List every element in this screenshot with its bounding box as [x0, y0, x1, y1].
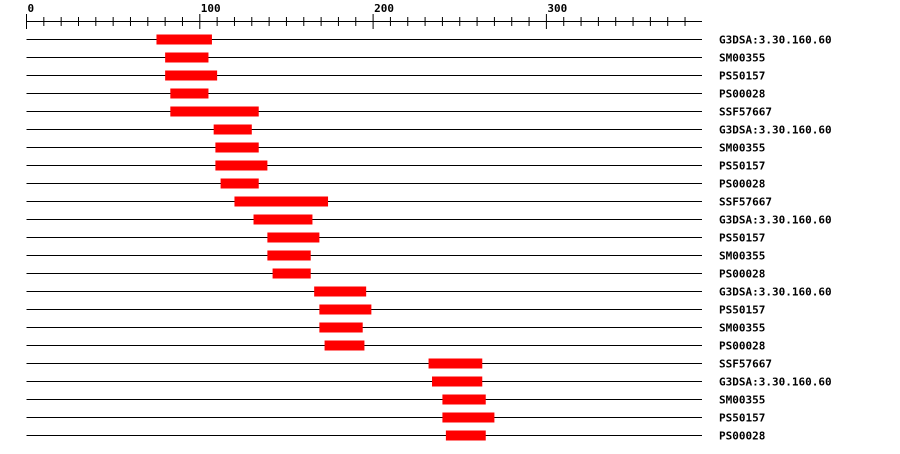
track-label: SM00355	[719, 322, 765, 335]
track-label: PS00028	[719, 88, 765, 101]
domain-bar	[267, 250, 311, 261]
track-label: SM00355	[719, 394, 765, 407]
domain-bar	[442, 394, 486, 405]
domain-bar	[314, 286, 367, 297]
domain-bar	[156, 34, 212, 45]
tick-label: 300	[547, 2, 567, 15]
domain-bar	[267, 232, 320, 243]
domain-bar	[165, 70, 218, 81]
domain-bar	[324, 340, 365, 351]
domain-bar	[272, 268, 311, 279]
track-label: SM00355	[719, 52, 765, 65]
track-label: PS50157	[719, 412, 765, 425]
domain-bar	[213, 124, 252, 135]
track-label: PS50157	[719, 232, 765, 245]
track-label: PS00028	[719, 178, 765, 191]
track-label: PS50157	[719, 304, 765, 317]
track-label: PS00028	[719, 430, 765, 443]
track-label: G3DSA:3.30.160.60	[719, 376, 832, 389]
track-label: SM00355	[719, 250, 765, 263]
track-label: PS50157	[719, 70, 765, 83]
track-label: G3DSA:3.30.160.60	[719, 286, 832, 299]
track-label: G3DSA:3.30.160.60	[719, 124, 832, 137]
domain-bar	[234, 196, 329, 207]
domain-bar	[215, 142, 259, 153]
domain-bar	[319, 322, 363, 333]
tick-label: 0	[28, 2, 35, 15]
track-label: PS00028	[719, 268, 765, 281]
domain-bar	[428, 358, 483, 369]
domain-bar	[319, 304, 372, 315]
track-label: PS00028	[719, 340, 765, 353]
track-label: G3DSA:3.30.160.60	[719, 34, 832, 47]
domain-bar	[432, 376, 483, 387]
track-label: SSF57667	[719, 196, 772, 209]
track-label: SM00355	[719, 142, 765, 155]
domain-bar	[165, 52, 209, 63]
track-label: PS50157	[719, 160, 765, 173]
domain-bar	[253, 214, 313, 225]
domain-bar	[442, 412, 495, 423]
track-label: SSF57667	[719, 358, 772, 371]
tick-label: 100	[201, 2, 221, 15]
track-label: G3DSA:3.30.160.60	[719, 214, 832, 227]
domain-bar	[445, 430, 486, 441]
tick-label: 200	[374, 2, 394, 15]
domain-bar	[170, 88, 209, 99]
domain-bar	[215, 160, 268, 171]
domain-bar	[220, 178, 259, 189]
track-label: SSF57667	[719, 106, 772, 119]
domain-bar	[170, 106, 259, 117]
